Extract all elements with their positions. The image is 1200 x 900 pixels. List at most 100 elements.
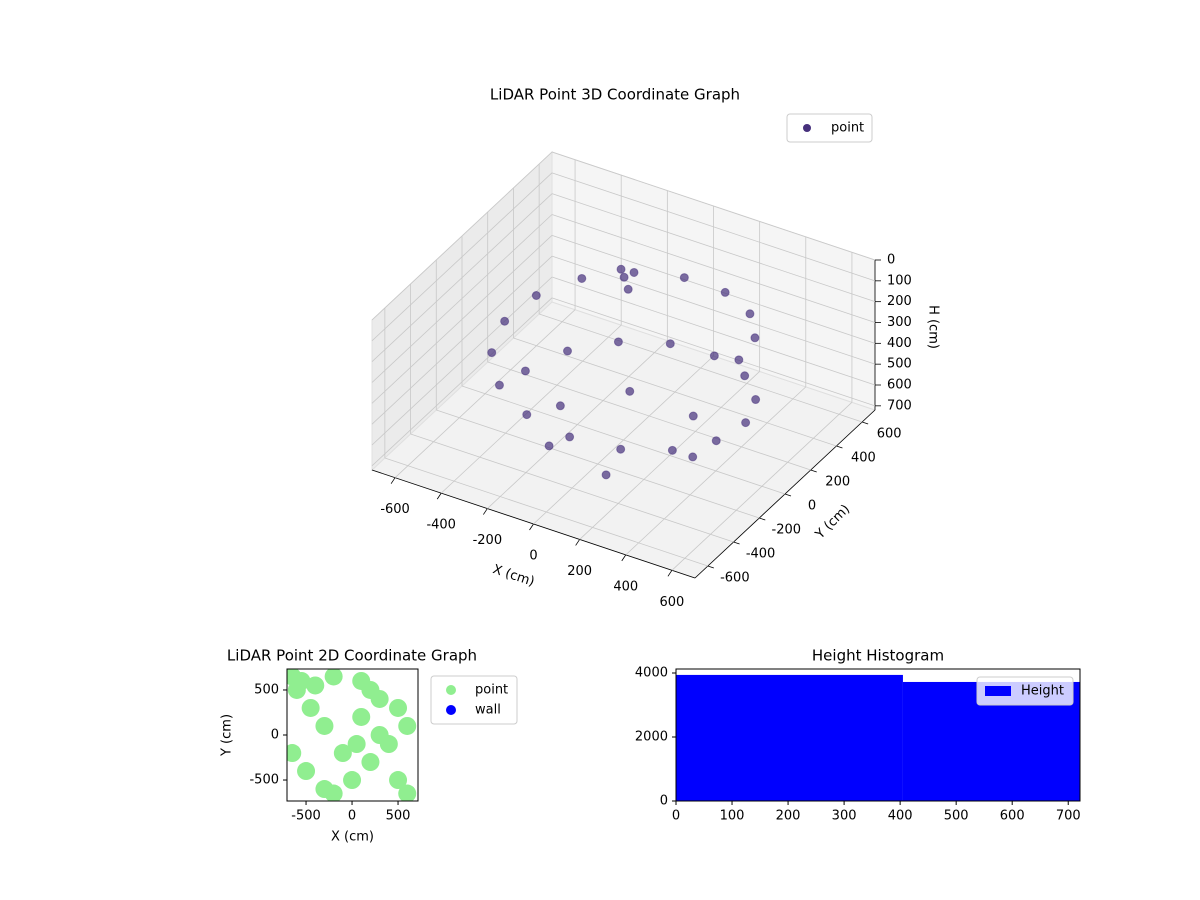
legend-swatch [985, 686, 1011, 696]
z-tick-label: 0 [887, 253, 895, 268]
grid-line [551, 214, 876, 323]
point [750, 333, 760, 343]
legend-box [786, 113, 873, 143]
point [720, 287, 730, 297]
z-tick-label: 400 [887, 336, 912, 351]
point [741, 418, 751, 428]
point [625, 386, 635, 396]
y-tick [810, 469, 817, 473]
y-tick-label: -200 [772, 523, 802, 538]
grid-line [371, 214, 553, 383]
grid-line [513, 337, 837, 447]
grid-line [487, 361, 811, 471]
point [324, 784, 343, 801]
point [287, 744, 302, 763]
point [740, 371, 750, 381]
y-tick-label: 4000 [635, 666, 668, 681]
grid-line [384, 457, 708, 567]
y-axis-label: Y (cm) [812, 502, 853, 543]
x-tick-label: -400 [426, 518, 456, 533]
x-tick-label: 600 [1000, 809, 1025, 824]
x-tick-label: 500 [944, 809, 969, 824]
chart-title: LiDAR Point 2D Coordinate Graph [227, 647, 477, 665]
x-tick-label: 400 [613, 579, 638, 594]
y-tick [784, 493, 792, 497]
y-tick-label: 500 [254, 682, 279, 697]
point [688, 452, 698, 462]
point [577, 273, 587, 283]
x-tick [390, 477, 396, 484]
x-tick-label: 0 [348, 809, 356, 824]
y-tick-label: -400 [746, 547, 776, 562]
point [343, 771, 362, 790]
y-tick-label: 400 [851, 451, 876, 466]
point [709, 351, 719, 361]
point [500, 316, 510, 326]
z-tick-label: 200 [887, 294, 912, 309]
z-tick-label: 700 [887, 398, 912, 413]
y-tick [707, 565, 714, 569]
point [522, 410, 532, 420]
point [398, 784, 417, 801]
point [619, 272, 629, 282]
x-tick-label: 700 [1056, 809, 1081, 824]
x-tick-label: 0 [529, 549, 537, 564]
point [389, 698, 408, 717]
point [734, 355, 744, 365]
grid-line [371, 276, 553, 446]
point [352, 707, 371, 726]
z-tick-label: 100 [887, 273, 912, 288]
grid-line [551, 193, 876, 303]
point [751, 395, 761, 405]
x-tick [483, 508, 488, 515]
point [306, 676, 325, 695]
y-tick-label: -600 [720, 571, 750, 586]
point [487, 348, 497, 358]
x-tick [621, 554, 627, 562]
point [494, 380, 504, 390]
point [601, 470, 611, 480]
grid-line [551, 234, 876, 344]
grid-line [371, 255, 553, 425]
x-tick-label: 200 [567, 564, 592, 579]
y-tick-label: 200 [825, 475, 850, 490]
point [667, 445, 677, 455]
x-tick-label: -500 [291, 809, 321, 824]
legend-label: Height [1021, 684, 1064, 699]
x-tick [667, 570, 673, 577]
y-tick-label: 2000 [635, 730, 668, 745]
y-axis-label: Y (cm) [220, 714, 235, 757]
point [297, 762, 316, 781]
grid-line [371, 151, 553, 321]
x-tick-label: 300 [832, 809, 857, 824]
point [665, 339, 675, 349]
legend-marker [446, 685, 456, 695]
x-axis-label: X (cm) [331, 830, 374, 845]
point [565, 432, 575, 442]
point [520, 366, 530, 376]
x-tick-label: 0 [672, 809, 680, 824]
legend-marker [446, 705, 456, 715]
grid-line [539, 313, 863, 423]
y-tick-label: 0 [808, 499, 816, 514]
point [629, 267, 639, 277]
y-tick-label: 0 [271, 728, 279, 743]
point [679, 273, 689, 283]
legend-label: wall [475, 703, 501, 718]
x-tick-label: 400 [888, 809, 913, 824]
grid-line [371, 297, 553, 467]
y-tick-label: -500 [249, 773, 279, 788]
z-tick-label: 300 [887, 315, 912, 330]
grid-line [551, 255, 876, 365]
grid-line [551, 151, 876, 261]
x-tick [575, 539, 580, 546]
point [398, 716, 417, 735]
x-tick-label: -600 [380, 502, 410, 517]
x-tick-label: 500 [386, 809, 411, 824]
legend-label: point [475, 683, 508, 698]
point [555, 401, 565, 411]
point [324, 669, 343, 686]
y-tick-label: 0 [660, 794, 668, 809]
point [347, 735, 366, 754]
